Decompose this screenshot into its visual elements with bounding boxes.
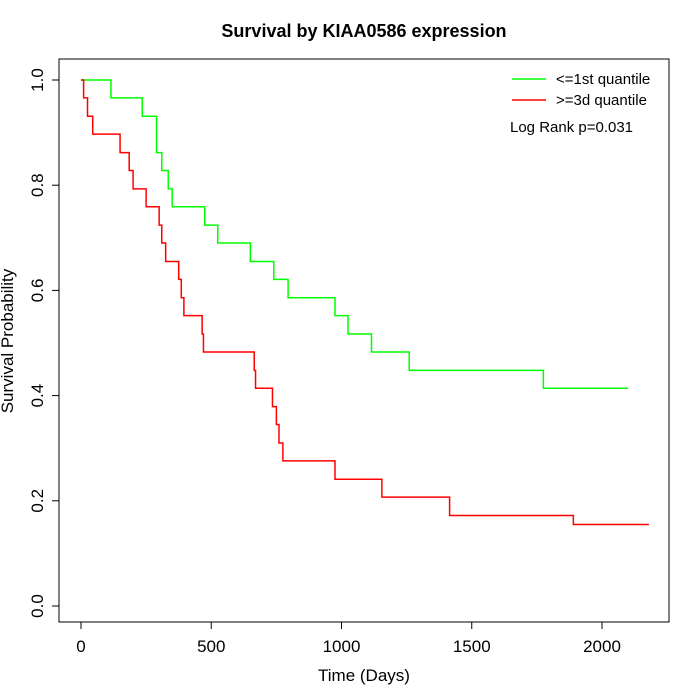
y-tick-label: 1.0 xyxy=(28,68,47,92)
series-line-1 xyxy=(81,79,629,389)
y-axis: 0.0 0.2 0.4 0.6 0.8 1.0 xyxy=(28,68,60,618)
x-tick-label: 2000 xyxy=(583,637,621,656)
log-rank-annotation: Log Rank p=0.031 xyxy=(510,119,633,136)
x-tick-label: 0 xyxy=(76,637,85,656)
plot-area-frame xyxy=(58,58,670,623)
legend-label-series-2: >=3d quantile xyxy=(556,92,647,109)
y-tick-label: 0.2 xyxy=(28,489,47,513)
y-tick-label: 0.6 xyxy=(28,279,47,303)
legend-label-series-1: <=1st quantile xyxy=(556,71,650,88)
x-tick-label: 1000 xyxy=(323,637,361,656)
y-tick-label: 0.0 xyxy=(28,594,47,618)
y-tick-label: 0.4 xyxy=(28,384,47,408)
x-tick-label: 500 xyxy=(197,637,225,656)
y-axis-label: Survival Probability xyxy=(0,268,17,413)
legend: <=1st quantile >=3d quantile xyxy=(512,71,650,109)
series-line-2 xyxy=(81,79,649,526)
x-tick-label: 1500 xyxy=(453,637,491,656)
chart-title: Survival by KIAA0586 expression xyxy=(221,21,506,41)
y-tick-label: 0.8 xyxy=(28,173,47,197)
x-axis-label: Time (Days) xyxy=(318,666,410,685)
x-axis: 0 500 1000 1500 2000 xyxy=(76,621,621,656)
series-layer xyxy=(81,79,649,526)
